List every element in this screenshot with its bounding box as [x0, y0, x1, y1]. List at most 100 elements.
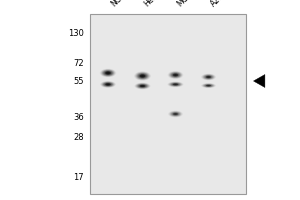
Ellipse shape [172, 112, 179, 116]
Ellipse shape [204, 84, 213, 87]
Text: 36: 36 [73, 112, 84, 121]
Ellipse shape [140, 74, 146, 78]
Ellipse shape [171, 112, 180, 116]
Ellipse shape [206, 76, 211, 78]
Ellipse shape [101, 69, 115, 77]
Ellipse shape [169, 72, 182, 78]
Text: 55: 55 [74, 76, 84, 86]
Ellipse shape [106, 72, 110, 74]
Ellipse shape [168, 82, 183, 87]
Ellipse shape [138, 73, 147, 79]
Ellipse shape [139, 84, 146, 88]
Ellipse shape [135, 72, 150, 80]
Ellipse shape [206, 85, 211, 86]
Ellipse shape [141, 75, 144, 77]
Ellipse shape [173, 113, 178, 115]
Ellipse shape [170, 72, 181, 78]
Ellipse shape [206, 76, 211, 78]
Ellipse shape [173, 74, 178, 76]
Ellipse shape [207, 85, 210, 86]
Ellipse shape [171, 112, 180, 116]
Ellipse shape [105, 72, 111, 74]
Ellipse shape [170, 72, 181, 78]
Ellipse shape [173, 84, 178, 85]
Ellipse shape [107, 84, 109, 85]
Ellipse shape [103, 71, 112, 75]
Ellipse shape [106, 84, 110, 85]
Ellipse shape [105, 83, 111, 86]
Ellipse shape [103, 70, 113, 76]
Ellipse shape [174, 113, 177, 115]
Ellipse shape [171, 83, 180, 86]
Text: A2058: A2058 [208, 0, 232, 8]
Ellipse shape [139, 74, 146, 78]
Text: 72: 72 [74, 58, 84, 68]
Text: 28: 28 [74, 132, 84, 142]
Ellipse shape [102, 82, 114, 87]
Text: Hela: Hela [142, 0, 161, 8]
Ellipse shape [204, 75, 213, 79]
Ellipse shape [104, 82, 112, 86]
Polygon shape [254, 75, 265, 87]
Ellipse shape [104, 71, 112, 75]
Ellipse shape [140, 75, 145, 77]
Ellipse shape [205, 75, 212, 79]
Bar [90, 14, 246, 194]
Ellipse shape [172, 73, 178, 76]
Ellipse shape [169, 111, 182, 117]
Ellipse shape [105, 71, 111, 75]
Ellipse shape [135, 83, 150, 89]
Ellipse shape [172, 83, 179, 86]
Ellipse shape [173, 83, 178, 85]
Ellipse shape [168, 71, 183, 79]
Ellipse shape [170, 111, 181, 117]
Ellipse shape [173, 113, 178, 115]
Ellipse shape [172, 73, 179, 77]
Ellipse shape [208, 85, 209, 86]
Ellipse shape [202, 83, 215, 88]
Ellipse shape [206, 76, 211, 78]
Ellipse shape [137, 84, 148, 88]
Ellipse shape [174, 84, 177, 85]
Ellipse shape [203, 74, 214, 80]
Ellipse shape [101, 81, 115, 88]
Ellipse shape [105, 83, 111, 86]
Ellipse shape [141, 85, 144, 87]
Ellipse shape [204, 75, 213, 79]
Ellipse shape [136, 83, 148, 89]
Ellipse shape [207, 76, 210, 78]
Text: 130: 130 [68, 28, 84, 38]
Ellipse shape [101, 82, 115, 87]
Ellipse shape [173, 74, 178, 76]
Ellipse shape [202, 74, 215, 80]
Ellipse shape [203, 84, 214, 87]
Text: 17: 17 [74, 172, 84, 182]
Ellipse shape [103, 82, 113, 87]
Ellipse shape [206, 85, 211, 86]
Ellipse shape [202, 84, 215, 88]
Ellipse shape [169, 82, 181, 87]
Ellipse shape [100, 69, 116, 77]
Ellipse shape [205, 84, 212, 87]
Text: NCI-H460: NCI-H460 [110, 0, 142, 8]
Ellipse shape [136, 72, 149, 80]
Ellipse shape [140, 74, 145, 78]
Ellipse shape [171, 73, 180, 77]
Ellipse shape [175, 84, 176, 85]
Ellipse shape [136, 73, 149, 79]
Ellipse shape [206, 85, 211, 87]
Ellipse shape [137, 73, 148, 79]
Ellipse shape [202, 74, 215, 80]
Ellipse shape [174, 74, 177, 76]
Ellipse shape [204, 84, 213, 87]
Text: MCF7: MCF7 [176, 0, 197, 8]
Ellipse shape [102, 70, 114, 76]
Ellipse shape [170, 83, 181, 86]
Ellipse shape [104, 83, 112, 86]
Ellipse shape [138, 84, 147, 88]
Ellipse shape [169, 82, 182, 87]
Ellipse shape [140, 85, 145, 87]
Ellipse shape [136, 83, 149, 89]
Ellipse shape [106, 83, 110, 85]
Ellipse shape [173, 113, 178, 115]
